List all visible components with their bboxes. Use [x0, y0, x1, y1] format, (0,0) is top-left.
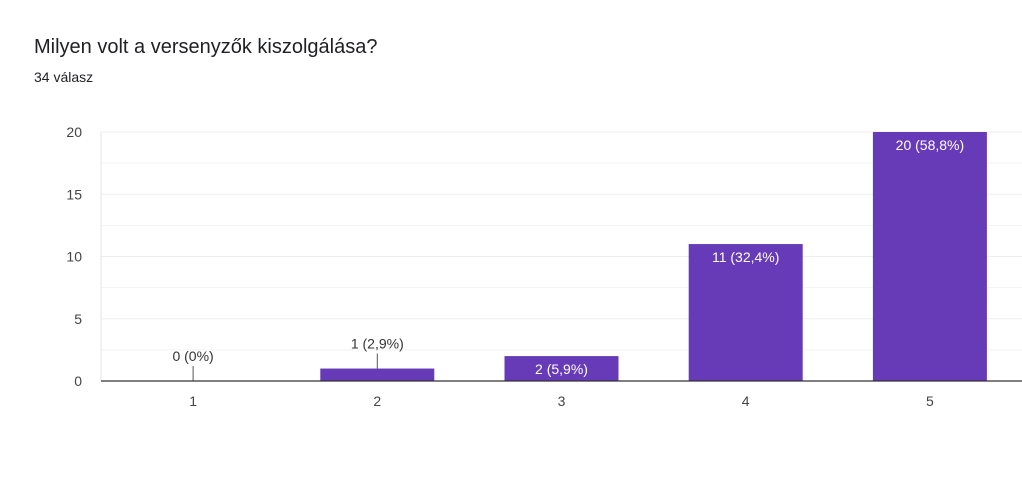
data-label: 11 (32,4%): [712, 249, 779, 265]
x-tick-label: 4: [742, 393, 750, 409]
y-tick-label: 20: [66, 124, 82, 140]
data-label: 2 (5,9%): [535, 361, 588, 377]
x-tick-label: 3: [558, 393, 566, 409]
question-title: Milyen volt a versenyzők kiszolgálása?: [34, 36, 378, 58]
data-label: 20 (58,8%): [896, 137, 964, 153]
y-tick-label: 0: [74, 373, 82, 389]
x-tick-label: 5: [926, 393, 934, 409]
bar: [320, 368, 435, 381]
y-tick-label: 15: [66, 186, 82, 202]
response-count: 34 válasz: [34, 69, 94, 85]
bar: [688, 244, 803, 381]
x-tick-label: 1: [189, 393, 197, 409]
x-tick-label: 2: [373, 393, 381, 409]
y-tick-label: 5: [74, 311, 82, 327]
data-label: 1 (2,9%): [351, 336, 404, 352]
y-tick-label: 10: [66, 249, 82, 265]
bar: [504, 356, 619, 381]
data-label: 0 (0%): [172, 348, 213, 364]
bar: [872, 132, 987, 381]
